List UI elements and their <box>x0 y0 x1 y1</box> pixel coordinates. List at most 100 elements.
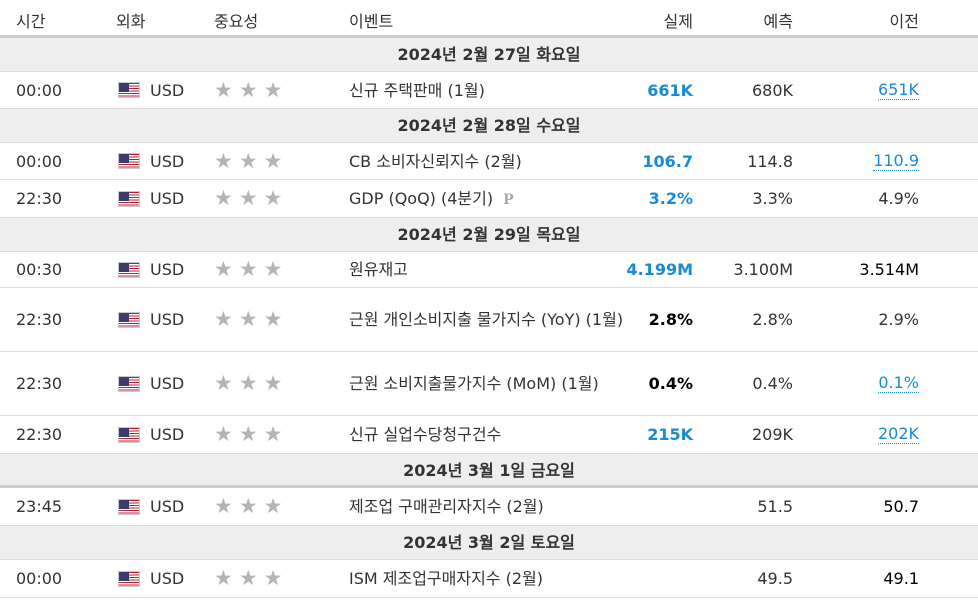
event-actual: 2.8% <box>648 310 693 329</box>
event-name[interactable]: CB 소비자신뢰지수 (2월) <box>349 151 522 171</box>
event-time: 23:45 <box>16 497 63 516</box>
star-icon: ★ <box>238 186 258 210</box>
event-name[interactable]: 신규 실업수당청구건수 <box>349 425 502 444</box>
header-actual[interactable]: 실제 <box>663 12 693 31</box>
us-flag-icon <box>118 82 140 98</box>
event-time: 22:30 <box>16 425 63 444</box>
table-row[interactable]: 00:00 USD ★ ★ ★ CB 소비자신뢰지수 (2월) 106.7 114.… <box>0 143 978 180</box>
event-forecast: 0.4% <box>752 374 793 393</box>
us-flag-icon <box>118 426 140 443</box>
star-icon: ★ <box>263 77 283 102</box>
table-header: 시간 외화 중요성 이벤트 실제 예측 이전 <box>0 0 978 38</box>
star-icon: ★ <box>238 77 258 102</box>
event-currency: USD <box>150 497 185 516</box>
header-currency[interactable]: 외화 <box>116 12 146 31</box>
date-row: 2024년 3월 2일 토요일 <box>0 526 978 560</box>
table-row[interactable]: 22:30 USD ★ ★ ★ GDP (QoQ) (4분기) P 3.2% 3.3%… <box>0 180 978 218</box>
star-icon: ★ <box>214 307 233 331</box>
table-row[interactable]: 22:30 USD ★ ★ ★ 신규 실업수당청구건수 215K 209K 202K <box>0 416 978 454</box>
event-forecast: 51.5 <box>757 497 793 516</box>
importance-stars: ★ ★ ★ <box>214 488 282 525</box>
star-icon: ★ <box>238 494 258 518</box>
us-flag-icon <box>118 153 140 169</box>
event-previous: 2.9% <box>878 310 919 329</box>
header-forecast[interactable]: 예측 <box>763 12 793 31</box>
event-previous: 50.7 <box>883 497 919 516</box>
event-name[interactable]: 제조업 구매관리자지수 (2월) <box>349 497 544 516</box>
header-event[interactable]: 이벤트 <box>349 12 394 31</box>
us-flag-icon <box>118 498 140 515</box>
star-icon: ★ <box>214 422 233 446</box>
header-previous[interactable]: 이전 <box>889 12 919 31</box>
star-icon: ★ <box>263 566 283 590</box>
table-row[interactable]: 22:30 USD ★ ★ ★ 근원 개인소비지출 물가지수 (YoY) (1월) … <box>0 288 978 352</box>
event-time: 22:30 <box>16 189 63 208</box>
star-icon: ★ <box>214 494 233 518</box>
event-forecast: 2.8% <box>752 310 793 329</box>
event-previous-revised[interactable]: 202K <box>877 424 919 444</box>
header-time[interactable]: 시간 <box>16 12 46 31</box>
event-name[interactable]: 근원 개인소비지출 물가지수 (YoY) (1월) <box>349 310 624 329</box>
table-row[interactable]: 00:00 USD ★ ★ ★ ISM 제조업구매자지수 (2월) 49.5 49.… <box>0 560 978 598</box>
event-previous-revised[interactable]: 651K <box>877 79 919 100</box>
star-icon: ★ <box>238 566 258 590</box>
star-icon: ★ <box>263 422 283 446</box>
us-flag-icon <box>118 570 140 587</box>
event-previous: 4.9% <box>878 189 919 208</box>
preliminary-icon[interactable]: P <box>503 192 514 208</box>
star-icon: ★ <box>263 494 283 518</box>
event-currency: USD <box>150 80 185 100</box>
star-icon: ★ <box>214 148 233 173</box>
event-previous: 3.514M <box>859 260 919 279</box>
importance-stars: ★ ★ ★ <box>214 143 282 179</box>
star-icon: ★ <box>214 257 233 281</box>
us-flag-icon <box>118 190 140 207</box>
event-name[interactable]: 신규 주택판매 (1월) <box>349 80 485 100</box>
date-row: 2024년 2월 27일 화요일 <box>0 38 978 72</box>
star-icon: ★ <box>214 186 233 210</box>
us-flag-icon <box>118 375 140 392</box>
date-row: 2024년 2월 28일 수요일 <box>0 109 978 143</box>
importance-stars: ★ ★ ★ <box>214 252 282 287</box>
event-time: 00:00 <box>16 80 63 100</box>
event-name[interactable]: ISM 제조업구매자지수 (2월) <box>349 569 543 588</box>
event-actual: 0.4% <box>648 374 693 393</box>
importance-stars: ★ ★ ★ <box>214 72 282 108</box>
event-actual: 106.7 <box>642 151 693 171</box>
event-name[interactable]: 원유재고 <box>349 260 408 279</box>
star-icon: ★ <box>238 257 258 281</box>
table-row[interactable]: 00:00 USD ★ ★ ★ 신규 주택판매 (1월) 661K 680K 651… <box>0 72 978 109</box>
event-time: 00:00 <box>16 151 63 171</box>
importance-stars: ★ ★ ★ <box>214 560 282 597</box>
star-icon: ★ <box>263 186 283 210</box>
event-forecast: 49.5 <box>757 569 793 588</box>
table-row[interactable]: 00:30 USD ★ ★ ★ 원유재고 4.199M 3.100M 3.514M <box>0 252 978 288</box>
event-actual: 3.2% <box>648 189 693 208</box>
star-icon: ★ <box>238 148 258 173</box>
star-icon: ★ <box>263 148 283 173</box>
event-previous-revised[interactable]: 0.1% <box>878 373 919 393</box>
header-importance[interactable]: 중요성 <box>214 12 259 31</box>
table-row[interactable]: 22:30 USD ★ ★ ★ 근원 소비지출물가지수 (MoM) (1월) 0.4… <box>0 352 978 416</box>
event-currency: USD <box>150 374 185 393</box>
us-flag-icon <box>118 311 140 328</box>
star-icon: ★ <box>263 257 283 281</box>
event-name[interactable]: 근원 소비지출물가지수 (MoM) (1월) <box>349 374 599 393</box>
importance-stars: ★ ★ ★ <box>214 288 282 351</box>
event-name[interactable]: GDP (QoQ) (4분기) <box>349 189 494 208</box>
event-time: 00:30 <box>16 260 63 279</box>
event-forecast: 3.100M <box>733 260 793 279</box>
event-previous-revised[interactable]: 110.9 <box>873 150 919 171</box>
event-forecast: 680K <box>751 80 793 100</box>
event-time: 22:30 <box>16 310 63 329</box>
event-actual: 215K <box>647 425 693 444</box>
star-icon: ★ <box>214 77 233 102</box>
table-row[interactable]: 23:45 USD ★ ★ ★ 제조업 구매관리자지수 (2월) 51.5 50.7 <box>0 488 978 526</box>
star-icon: ★ <box>214 371 233 395</box>
event-actual: 4.199M <box>626 260 693 279</box>
event-currency: USD <box>150 425 185 444</box>
event-currency: USD <box>150 189 185 208</box>
importance-stars: ★ ★ ★ <box>214 352 282 415</box>
event-currency: USD <box>150 310 185 329</box>
